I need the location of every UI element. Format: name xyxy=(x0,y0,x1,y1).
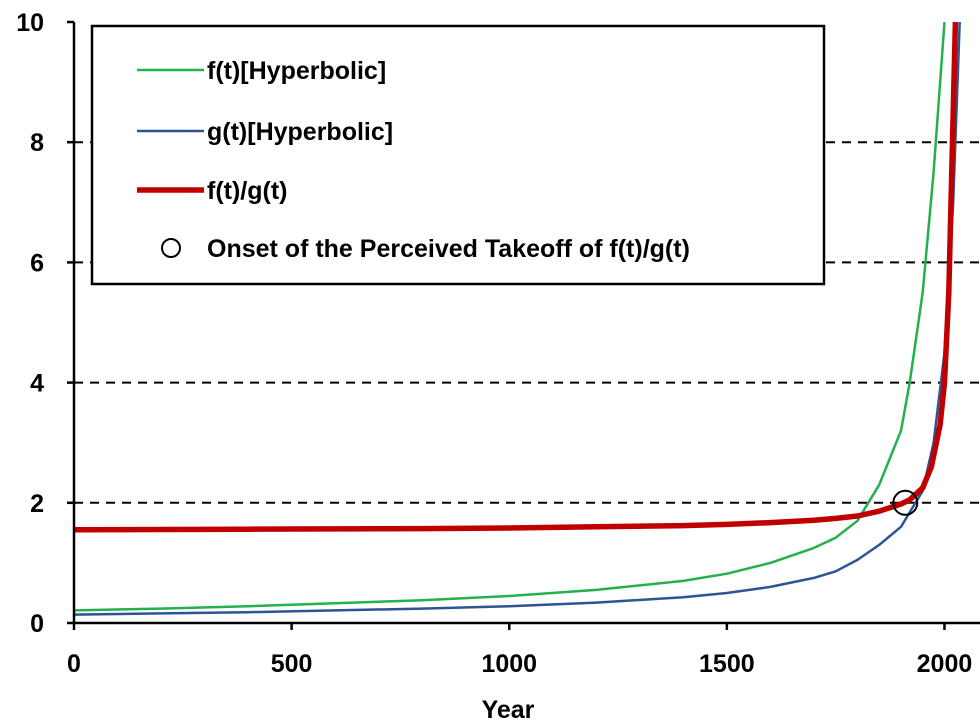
ticks: 0 2 4 6 8 10 0 500 1000 1500 2000 xyxy=(16,9,972,678)
legend: f(t)[Hyperbolic] g(t)[Hyperbolic] f(t)/g(t… xyxy=(90,24,826,286)
legend-label-3: f(t)/g(t) xyxy=(207,177,288,205)
x-axis-title: Year xyxy=(482,696,535,724)
series-layer xyxy=(74,22,961,616)
legend-label-2: g(t)[Hyperbolic] xyxy=(207,118,393,146)
series-line-1 xyxy=(74,22,946,612)
legend-marker-icon xyxy=(161,238,181,258)
y-tick-label: 10 xyxy=(16,9,44,37)
x-tick-label: 2000 xyxy=(917,650,973,678)
x-tick-label: 1000 xyxy=(481,650,537,678)
x-tick-label: 500 xyxy=(271,650,313,678)
takeoff-onset-marker xyxy=(892,489,919,516)
legend-label-1: f(t)[Hyperbolic] xyxy=(207,57,386,85)
y-tick-label: 8 xyxy=(30,129,44,157)
series-line-2 xyxy=(74,22,961,616)
y-tick-label: 2 xyxy=(30,490,44,518)
marker-layer xyxy=(892,489,919,516)
legend-label-marker: Onset of the Perceived Takeoff of f(t)/g… xyxy=(207,235,690,263)
x-tick-label: 1500 xyxy=(699,650,755,678)
legend-box xyxy=(90,24,826,286)
x-tick-label: 0 xyxy=(67,650,81,678)
y-tick-label: 4 xyxy=(30,370,44,398)
y-tick-label: 0 xyxy=(30,610,44,638)
y-tick-label: 6 xyxy=(30,249,44,277)
series-line-3 xyxy=(74,22,959,533)
axes xyxy=(72,22,980,625)
